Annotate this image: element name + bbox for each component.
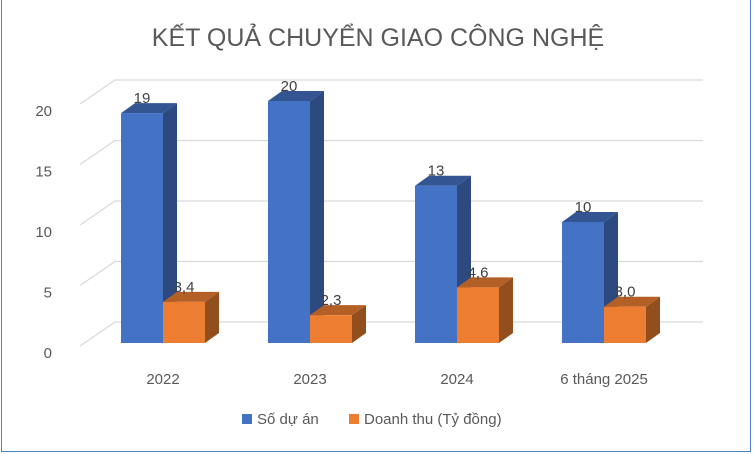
- legend: Số dự án Doanh thu (Tỷ đồng): [242, 411, 502, 428]
- legend-swatch-doanh-thu: [349, 414, 359, 424]
- legend-label-doanh-thu: Doanh thu (Tỷ đồng): [364, 411, 502, 428]
- bar-front: [562, 222, 604, 343]
- y-tick-label: 15: [35, 164, 52, 181]
- bar-doanh-thu-2: [457, 277, 513, 343]
- bar-so-du-an-0: [121, 103, 177, 343]
- bar-front: [163, 301, 205, 343]
- bar-so-du-an-1: [268, 91, 324, 343]
- data-label: 10: [575, 199, 592, 216]
- x-tick-label: 2023: [293, 371, 326, 388]
- bar-side: [646, 296, 660, 343]
- bar-front: [457, 287, 499, 343]
- data-label: 3,4: [174, 279, 195, 296]
- bar-top: [415, 175, 471, 186]
- chart-title: KẾT QUẢ CHUYỂN GIAO CÔNG NGHỆ: [152, 22, 604, 52]
- y-tick-label: 5: [44, 285, 52, 302]
- bar-side: [205, 291, 219, 343]
- data-label: 13: [428, 163, 445, 180]
- bar-top: [310, 305, 366, 316]
- x-tick-label: 6 tháng 2025: [560, 371, 648, 388]
- bar-top: [457, 277, 513, 288]
- y-tick-label: 10: [35, 224, 52, 241]
- data-label: 2,3: [321, 292, 342, 309]
- bar-front: [310, 315, 352, 343]
- legend-label-so-du-an: Số dự án: [257, 411, 319, 428]
- bar-side: [310, 91, 324, 343]
- gridline: [79, 260, 703, 287]
- bar-top: [121, 103, 177, 114]
- bar-front: [121, 113, 163, 343]
- gridline: [79, 79, 703, 105]
- data-label: 3,0: [615, 284, 636, 301]
- bar-top: [562, 212, 618, 222]
- legend-swatch-so-du-an: [242, 414, 252, 424]
- x-tick-label: 2024: [440, 371, 473, 388]
- data-label: 19: [134, 90, 151, 107]
- y-tick-label: 0: [44, 345, 52, 362]
- y-tick-label: 20: [35, 103, 52, 120]
- bar-side: [163, 103, 177, 343]
- bar-doanh-thu-1: [310, 305, 366, 343]
- bar-top: [604, 296, 660, 307]
- bar-doanh-thu-3: [604, 296, 660, 343]
- data-label: 4,6: [468, 264, 489, 281]
- gridline: [79, 200, 703, 226]
- bar-top: [268, 91, 324, 101]
- gridline: [79, 139, 703, 166]
- bar-side: [352, 305, 366, 343]
- data-label: 20: [281, 78, 298, 95]
- bar-doanh-thu-0: [163, 291, 219, 343]
- bar-side: [499, 277, 513, 343]
- x-tick-label: 2022: [146, 371, 179, 388]
- bar-front: [415, 185, 457, 343]
- bar-top: [163, 291, 219, 302]
- bar-front: [268, 101, 310, 343]
- bar-front: [604, 306, 646, 343]
